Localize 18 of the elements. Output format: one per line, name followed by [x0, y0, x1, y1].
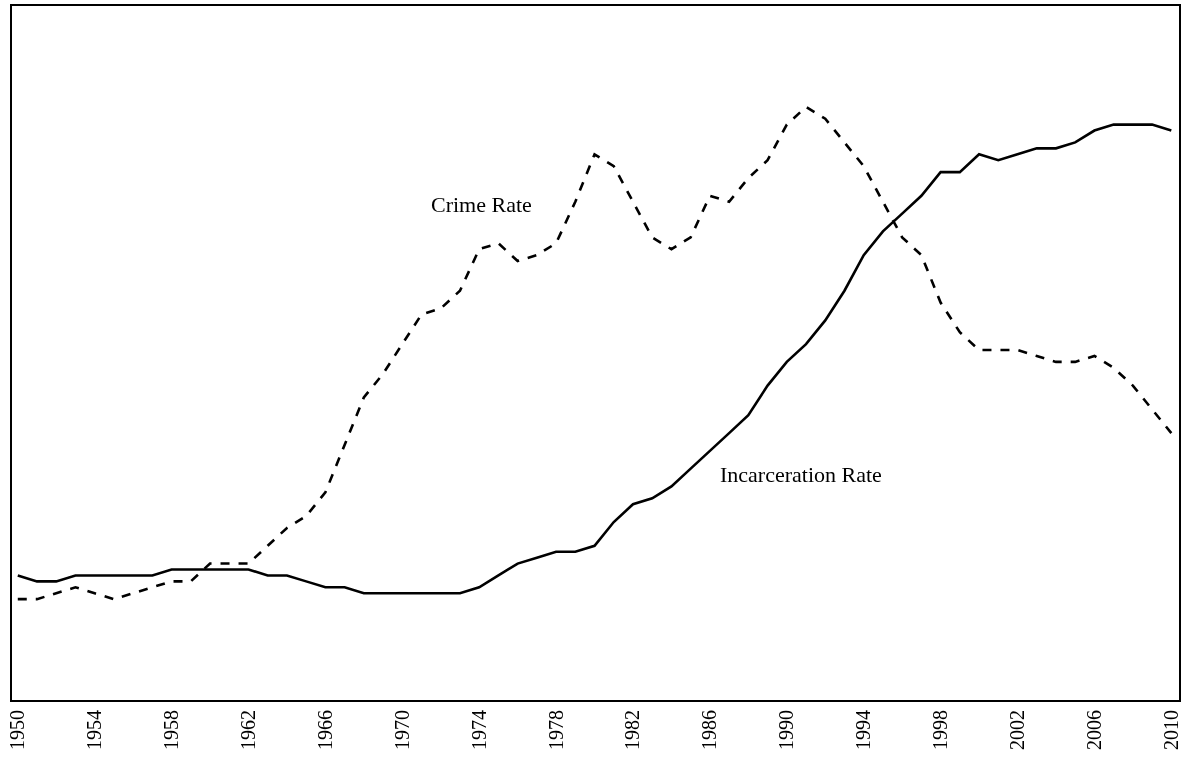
- x-tick-label: 1950: [6, 710, 29, 750]
- x-tick-label: 1990: [775, 710, 798, 750]
- x-tick-label: 1974: [467, 710, 490, 750]
- x-tick-label: 2010: [1159, 710, 1182, 750]
- series-label: Crime Rate: [431, 192, 532, 217]
- series-label: Incarceration Rate: [720, 462, 882, 487]
- x-tick-label: 1970: [390, 710, 413, 750]
- x-tick-label: 1994: [852, 710, 875, 750]
- x-tick-label: 2006: [1082, 710, 1105, 750]
- x-tick-label: 1986: [698, 710, 721, 750]
- x-tick-label: 1998: [929, 710, 952, 750]
- x-tick-label: 1966: [313, 710, 336, 750]
- x-tick-label: 1962: [236, 710, 259, 750]
- x-tick-label: 1954: [83, 710, 106, 750]
- x-tick-label: 1978: [544, 710, 567, 750]
- x-tick-label: 1958: [160, 710, 183, 750]
- x-tick-label: 2002: [1006, 710, 1028, 750]
- x-tick-label: 1982: [621, 710, 644, 750]
